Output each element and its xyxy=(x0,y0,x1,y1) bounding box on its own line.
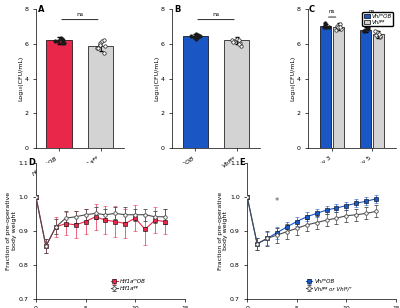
Text: ns: ns xyxy=(369,10,375,14)
Point xyxy=(322,21,328,26)
Point xyxy=(101,37,107,42)
Point xyxy=(335,26,342,30)
Bar xyxy=(88,47,113,148)
Text: ns: ns xyxy=(76,12,84,17)
Point xyxy=(236,37,242,42)
Bar xyxy=(182,36,208,148)
Text: E: E xyxy=(239,158,245,167)
Point xyxy=(377,34,384,38)
Legend: Hif1aᵐOB, Hif1aᵠᵠ: Hif1aᵐOB, Hif1aᵠᵠ xyxy=(109,277,148,293)
Point xyxy=(58,37,65,42)
Point xyxy=(102,44,108,49)
Point xyxy=(95,45,101,50)
Point xyxy=(320,24,327,29)
Text: D: D xyxy=(28,158,35,167)
Point xyxy=(373,32,379,37)
Point xyxy=(99,39,106,44)
Y-axis label: Fraction of pre-operative
body weight: Fraction of pre-operative body weight xyxy=(218,192,228,270)
Point xyxy=(238,43,244,48)
Point xyxy=(58,41,65,46)
Point xyxy=(333,28,339,33)
Bar xyxy=(46,40,72,148)
Point xyxy=(233,37,240,42)
Point xyxy=(190,35,197,40)
Point xyxy=(336,22,343,26)
Y-axis label: Log₁₀(CFU/mL): Log₁₀(CFU/mL) xyxy=(18,56,23,101)
Point xyxy=(59,37,66,42)
Text: *: * xyxy=(275,197,279,206)
Point xyxy=(376,32,383,37)
Point xyxy=(230,39,237,44)
Point xyxy=(58,35,64,40)
Point xyxy=(362,27,368,32)
Point xyxy=(188,34,194,38)
Point xyxy=(97,42,104,47)
Point xyxy=(326,25,332,30)
Point xyxy=(364,26,371,31)
Point xyxy=(96,41,103,46)
Point xyxy=(60,40,67,45)
Point xyxy=(193,32,200,37)
Text: ns: ns xyxy=(329,10,335,14)
Text: B: B xyxy=(174,5,180,14)
Legend: VhlᵐOB, Vhlᵠᵠ: VhlᵐOB, Vhlᵠᵠ xyxy=(362,12,393,26)
Point xyxy=(236,42,242,47)
Point xyxy=(337,25,343,30)
Bar xyxy=(333,26,344,148)
Point xyxy=(55,39,62,44)
Y-axis label: Log₁₀(CFU/mL): Log₁₀(CFU/mL) xyxy=(154,56,159,101)
Point xyxy=(373,30,380,34)
Point xyxy=(322,22,328,27)
Point xyxy=(338,26,344,31)
Text: C: C xyxy=(309,5,315,14)
Y-axis label: Log₁₀(CFU/mL): Log₁₀(CFU/mL) xyxy=(290,56,295,101)
Text: A: A xyxy=(38,5,44,14)
Point xyxy=(361,29,368,34)
Text: ns: ns xyxy=(212,12,220,17)
Legend: VhlᵐOB, Vhlᵠᵠ or Vhlᵠ/⁺: VhlᵐOB, Vhlᵠᵠ or Vhlᵠ/⁺ xyxy=(304,277,354,293)
Point xyxy=(100,51,107,56)
Point xyxy=(361,28,368,33)
Point xyxy=(195,33,202,38)
Point xyxy=(229,38,236,43)
Point xyxy=(322,24,329,29)
Point xyxy=(192,36,199,41)
Point xyxy=(94,46,100,51)
Point xyxy=(194,34,201,39)
Point xyxy=(364,25,371,30)
Point xyxy=(376,35,383,40)
Point xyxy=(335,24,341,29)
Point xyxy=(236,41,243,46)
Y-axis label: Fraction of pre-operative
body weight: Fraction of pre-operative body weight xyxy=(6,192,17,270)
Point xyxy=(334,23,340,28)
Point xyxy=(97,42,104,47)
Point xyxy=(231,38,237,43)
Point xyxy=(197,33,203,38)
Bar xyxy=(360,30,371,148)
Bar xyxy=(320,26,331,148)
Point xyxy=(372,29,378,34)
Bar xyxy=(224,40,250,148)
Bar xyxy=(373,34,384,148)
Point xyxy=(52,38,58,43)
